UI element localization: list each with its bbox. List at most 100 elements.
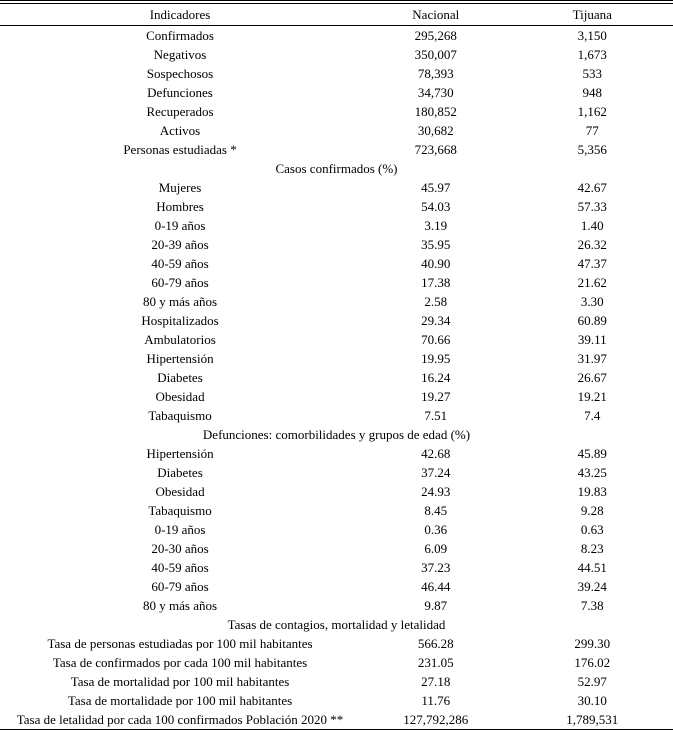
nacional-cell: 3.19 bbox=[424, 218, 448, 233]
nacional-cell: 231.05 bbox=[417, 655, 454, 670]
tijuana-cell: 77 bbox=[585, 123, 599, 138]
section-label: Casos confirmados (%) bbox=[275, 161, 398, 176]
tijuana-cell: 5,356 bbox=[577, 142, 607, 157]
nacional-cell: 17.38 bbox=[421, 275, 451, 290]
nacional-cell: 8.45 bbox=[424, 503, 448, 518]
indicator-cell: 40-59 años bbox=[151, 560, 209, 575]
table-row: Obesidad 19.27 19.21 bbox=[0, 387, 673, 406]
nacional-cell: 0.36 bbox=[424, 522, 448, 537]
indicator-cell: Recuperados bbox=[146, 104, 214, 119]
indicator-cell: 40-59 años bbox=[151, 256, 209, 271]
table-row: Hipertensión 19.95 31.97 bbox=[0, 349, 673, 368]
tijuana-cell: 3,150 bbox=[577, 28, 607, 43]
indicator-cell: 60-79 años bbox=[151, 579, 209, 594]
indicator-cell: Negativos bbox=[153, 47, 207, 62]
tijuana-cell: 43.25 bbox=[577, 465, 607, 480]
tijuana-cell: 7.38 bbox=[580, 598, 604, 613]
table-row: Recuperados 180,852 1,162 bbox=[0, 102, 673, 121]
indicator-cell: Confirmados bbox=[146, 28, 214, 43]
indicator-cell: 20-39 años bbox=[151, 237, 209, 252]
table-row: Obesidad 24.93 19.83 bbox=[0, 482, 673, 501]
indicator-cell: Tasa de mortalidade por 100 mil habitant… bbox=[67, 693, 293, 708]
tijuana-cell: 30.10 bbox=[577, 693, 607, 708]
nacional-cell: 27.18 bbox=[421, 674, 451, 689]
section-label: Defunciones: comorbilidades y grupos de … bbox=[202, 427, 471, 442]
section-row: Defunciones: comorbilidades y grupos de … bbox=[0, 425, 673, 444]
table-row: Diabetes 37.24 43.25 bbox=[0, 463, 673, 482]
table-row: 80 y más años 2.58 3.30 bbox=[0, 292, 673, 311]
table-row: Activos 30,682 77 bbox=[0, 121, 673, 140]
nacional-cell: 16.24 bbox=[421, 370, 451, 385]
indicator-cell: 60-79 años bbox=[151, 275, 209, 290]
tijuana-cell: 47.37 bbox=[577, 256, 607, 271]
indicator-cell: Tasa de mortalidad por 100 mil habitante… bbox=[70, 674, 290, 689]
table-row: Tasa de personas estudiadas por 100 mil … bbox=[0, 634, 673, 653]
indicator-cell: 80 y más años bbox=[143, 294, 218, 309]
nacional-cell: 295,268 bbox=[414, 28, 457, 43]
tijuana-cell: 52.97 bbox=[577, 674, 607, 689]
tijuana-cell: 31.97 bbox=[577, 351, 607, 366]
table-row: Tasa de mortalidade por 100 mil habitant… bbox=[0, 691, 673, 710]
tijuana-cell: 299.30 bbox=[574, 636, 611, 651]
table-row: Tabaquismo 8.45 9.28 bbox=[0, 501, 673, 520]
nacional-cell: 127,792,286 bbox=[403, 712, 469, 727]
indicator-cell: Tasa de personas estudiadas por 100 mil … bbox=[47, 636, 313, 651]
tijuana-cell: 21.62 bbox=[577, 275, 607, 290]
table-row: Confirmados 295,268 3,150 bbox=[0, 26, 673, 46]
table-row: Tasa de confirmados por cada 100 mil hab… bbox=[0, 653, 673, 672]
nacional-cell: 78,393 bbox=[417, 66, 454, 81]
table-row: Tasa de mortalidad por 100 mil habitante… bbox=[0, 672, 673, 691]
tijuana-cell: 39.24 bbox=[577, 579, 607, 594]
indicators-table: Indicadores Nacional Tijuana Confirmados… bbox=[0, 3, 673, 730]
nacional-cell: 40.90 bbox=[421, 256, 451, 271]
tijuana-cell: 19.21 bbox=[577, 389, 607, 404]
table-row: Hombres 54.03 57.33 bbox=[0, 197, 673, 216]
nacional-cell: 37.23 bbox=[421, 560, 451, 575]
indicator-cell: Mujeres bbox=[158, 180, 202, 195]
table-row: 20-30 años 6.09 8.23 bbox=[0, 539, 673, 558]
table-row: Negativos 350,007 1,673 bbox=[0, 45, 673, 64]
tijuana-cell: 1,789,531 bbox=[566, 712, 619, 727]
table-row: 0-19 años 0.36 0.63 bbox=[0, 520, 673, 539]
table-row: Hipertensión 42.68 45.89 bbox=[0, 444, 673, 463]
tijuana-cell: 39.11 bbox=[577, 332, 607, 347]
indicator-cell: Diabetes bbox=[157, 370, 203, 385]
tijuana-cell: 7.4 bbox=[584, 408, 601, 423]
indicator-cell: Sospechosos bbox=[146, 66, 214, 81]
section-label: Tasas de contagios, mortalidad y letalid… bbox=[227, 617, 446, 632]
tijuana-cell: 26.32 bbox=[577, 237, 607, 252]
table-row: 0-19 años 3.19 1.40 bbox=[0, 216, 673, 235]
section-row: Tasas de contagios, mortalidad y letalid… bbox=[0, 615, 673, 634]
table-row: 80 y más años 9.87 7.38 bbox=[0, 596, 673, 615]
table-row: Sospechosos 78,393 533 bbox=[0, 64, 673, 83]
tijuana-cell: 8.23 bbox=[580, 541, 604, 556]
indicator-cell: Tabaquismo bbox=[148, 503, 212, 518]
nacional-cell: 34,730 bbox=[417, 85, 454, 100]
tijuana-cell: 1,162 bbox=[577, 104, 607, 119]
nacional-cell: 9.87 bbox=[424, 598, 448, 613]
indicator-cell: Hospitalizados bbox=[141, 313, 219, 328]
indicator-cell: 80 y más años bbox=[143, 598, 218, 613]
indicator-cell: Personas estudiadas * bbox=[123, 142, 237, 157]
indicator-cell: Hipertensión bbox=[146, 351, 214, 366]
tijuana-cell: 57.33 bbox=[577, 199, 607, 214]
nacional-cell: 42.68 bbox=[421, 446, 451, 461]
nacional-cell: 46.44 bbox=[421, 579, 451, 594]
indicator-cell: Defunciones bbox=[147, 85, 213, 100]
table-row: Diabetes 16.24 26.67 bbox=[0, 368, 673, 387]
tijuana-cell: 19.83 bbox=[577, 484, 607, 499]
nacional-cell: 566.28 bbox=[417, 636, 454, 651]
nacional-cell: 30,682 bbox=[417, 123, 454, 138]
indicator-cell: Ambulatorios bbox=[144, 332, 216, 347]
section-row: Casos confirmados (%) bbox=[0, 159, 673, 178]
indicator-cell: Diabetes bbox=[157, 465, 203, 480]
nacional-cell: 11.76 bbox=[421, 693, 451, 708]
table-row: Tasa de letalidad por cada 100 confirmad… bbox=[0, 710, 673, 730]
col-header-tijuana: Tijuana bbox=[511, 3, 673, 26]
indicator-cell: 0-19 años bbox=[154, 522, 206, 537]
nacional-cell: 70.66 bbox=[421, 332, 451, 347]
nacional-cell: 180,852 bbox=[414, 104, 457, 119]
tijuana-cell: 26.67 bbox=[577, 370, 607, 385]
